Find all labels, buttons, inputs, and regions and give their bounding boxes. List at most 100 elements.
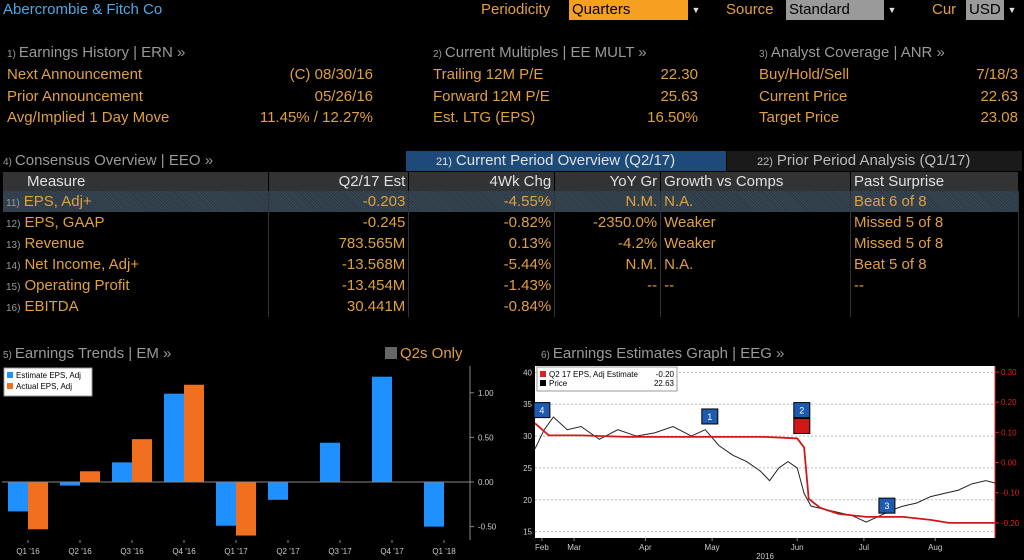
y-tick-label: 1.00 (478, 389, 494, 398)
tab-label: Prior Period Analysis (Q1/17) (776, 152, 971, 169)
source-dropdown[interactable]: Standard ▼ (786, 0, 900, 20)
measure-text: Revenue (24, 235, 85, 252)
forward-pe-value: 25.63 (660, 88, 698, 105)
legend-swatch-estimate (7, 372, 13, 378)
consensus-overview-title[interactable]: 4) Consensus Overview | EEO » (3, 152, 213, 169)
tab-current-period[interactable]: 21) Current Period Overview (Q2/17) (406, 151, 726, 171)
legend-value-price: 22.63 (654, 379, 675, 388)
estimate-line (534, 422, 995, 524)
x-tick-label: Jun (791, 543, 804, 552)
x-tick-label: Q4 '16 (172, 547, 196, 556)
table-row[interactable]: 11) EPS, Adj+ -0.203 -4.55% N.M. N.A. Bea… (3, 191, 1019, 212)
col-4wk-chg[interactable]: 4Wk Chg (408, 172, 556, 191)
yoy-cell (554, 296, 662, 317)
legend-box (3, 367, 93, 397)
header-bar: Abercrombie & Fitch Co Periodicity Quart… (0, 0, 1024, 22)
comps-cell: Weaker (660, 212, 852, 233)
est-cell: -0.203 (268, 191, 410, 212)
x-tick-label: Q4 '17 (380, 547, 404, 556)
col-est[interactable]: Q2/17 Est (268, 172, 410, 191)
row-number: 16) (6, 303, 21, 314)
col-measure[interactable]: Measure (3, 172, 270, 191)
chg-cell: 0.13% (408, 233, 556, 254)
est-cell: 30.441M (268, 296, 410, 317)
chg-cell: -0.84% (408, 296, 556, 317)
section-title-text: Current Multiples | EE MULT » (444, 44, 647, 61)
legend-swatch-actual (7, 383, 13, 389)
company-name[interactable]: Abercrombie & Fitch Co (3, 1, 163, 18)
x-year-label: 2016 (756, 552, 774, 560)
event-marker[interactable] (701, 408, 719, 425)
x-tick-label: Q1 '18 (432, 547, 456, 556)
bar-estimate (164, 393, 184, 482)
tab-label: Current Period Overview (Q2/17) (455, 152, 676, 169)
surprise-cell: Beat 5 of 8 (850, 254, 1019, 275)
event-marker[interactable] (793, 418, 811, 435)
est-cell: 783.565M (268, 233, 410, 254)
row-number: 12) (6, 219, 21, 230)
bars-group (8, 376, 444, 536)
measure-cell: 12) EPS, GAAP (3, 212, 270, 233)
analyst-coverage-title[interactable]: 3) Analyst Coverage | ANR » (759, 44, 945, 61)
yoy-cell: -2350.0% (554, 212, 662, 233)
bar-estimate (372, 376, 392, 482)
q2s-only-toggle[interactable]: Q2s Only (385, 345, 463, 362)
x-tick-label: Q1 '17 (224, 547, 248, 556)
event-marker[interactable] (793, 402, 811, 419)
tab-number: 21) (436, 156, 452, 168)
table-row[interactable]: 13) Revenue 783.565M 0.13% -4.2% Weaker M… (3, 233, 1019, 254)
earnings-history-title[interactable]: 1) Earnings History | ERN » (7, 44, 185, 61)
comps-cell: -- (660, 275, 852, 296)
measure-cell: 15) Operating Profit (3, 275, 270, 296)
yoy-cell: -- (554, 275, 662, 296)
col-growth-comps[interactable]: Growth vs Comps (660, 172, 852, 191)
periodicity-dropdown[interactable]: Quarters ▼ (569, 0, 704, 20)
table-row[interactable]: 12) EPS, GAAP -0.245 -0.82% -2350.0% Weak… (3, 212, 1019, 233)
earnings-trends-title[interactable]: 5) Earnings Trends | EM » (3, 345, 171, 362)
checkbox-icon[interactable] (385, 347, 397, 359)
measure-cell: 14) Net Income, Adj+ (3, 254, 270, 275)
dropdown-arrow-icon[interactable]: ▼ (1004, 0, 1020, 20)
x-tick-label: Apr (639, 543, 652, 552)
tab-prior-period[interactable]: 22) Prior Period Analysis (Q1/17) (727, 151, 1022, 171)
estimates-graph-chart: 4 1 2 3 40 35 30 25 20 15 0.30 0.20 0.10 0.00 -0.10 -0… (523, 366, 1020, 560)
est-cell: -13.454M (268, 275, 410, 296)
prior-announcement-label: Prior Announcement (7, 88, 143, 105)
table-row[interactable]: 16) EBITDA 30.441M -0.84% (3, 296, 1019, 317)
left-tick-label: 30 (523, 432, 532, 441)
event-marker[interactable] (878, 497, 896, 514)
lines-group (534, 416, 996, 524)
bar-estimate (112, 462, 132, 482)
yoy-cell: -4.2% (554, 233, 662, 254)
chg-cell: -4.55% (408, 191, 556, 212)
price-line (534, 416, 996, 523)
surprise-cell (850, 296, 1019, 317)
table-row[interactable]: 15) Operating Profit -13.454M -1.43% -- -… (3, 275, 1019, 296)
toggle-label: Q2s Only (400, 345, 463, 362)
buy-hold-sell-label: Buy/Hold/Sell (759, 66, 850, 83)
dropdown-arrow-icon[interactable]: ▼ (688, 0, 704, 20)
dropdown-arrow-icon[interactable]: ▼ (884, 0, 900, 20)
legend-value-estimate: -0.20 (656, 370, 675, 379)
legend-label-estimate: Q2 17 EPS, Adj Estimate (549, 370, 638, 379)
est-ltg-label: Est. LTG (EPS) (433, 109, 536, 126)
currency-dropdown[interactable]: USD ▼ (966, 0, 1020, 20)
row-number: 15) (6, 282, 21, 293)
left-tick-label: 15 (523, 528, 532, 537)
y-tick-label: 0.50 (478, 433, 494, 442)
event-marker[interactable] (533, 402, 551, 419)
axis-group: 1.00 0.50 0.00 -0.50 Q1 '16 Q2 '16 Q3 '16 Q4 '1… (2, 366, 497, 556)
x-tick-label: May (705, 543, 720, 552)
estimates-graph-title[interactable]: 6) Earnings Estimates Graph | EEG » (541, 345, 784, 362)
col-yoy-gr[interactable]: YoY Gr (554, 172, 662, 191)
x-tick-label: Mar (567, 543, 581, 552)
bar-actual (80, 471, 100, 482)
current-multiples-title[interactable]: 2) Current Multiples | EE MULT » (433, 44, 647, 61)
table-row[interactable]: 14) Net Income, Adj+ -13.568M -5.44% N.M.… (3, 254, 1019, 275)
legend-swatch-estimate (540, 371, 546, 377)
col-past-surprise[interactable]: Past Surprise (850, 172, 1019, 191)
trailing-pe-label: Trailing 12M P/E (433, 66, 544, 83)
right-tick-label: -0.10 (1001, 489, 1020, 498)
row-number: 14) (6, 261, 21, 272)
legend-label-price: Price (549, 379, 568, 388)
